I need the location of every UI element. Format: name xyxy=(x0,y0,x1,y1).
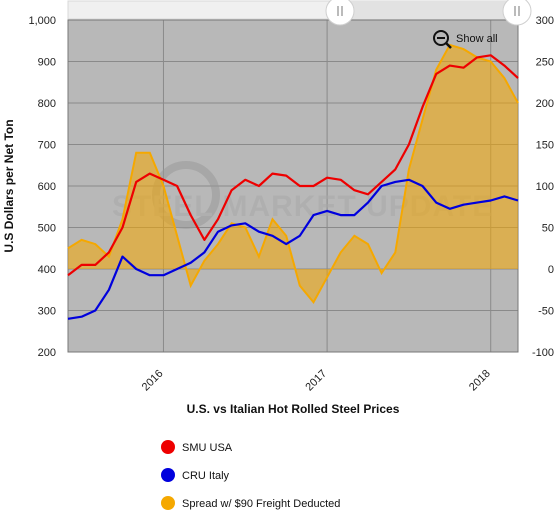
legend-label: CRU Italy xyxy=(182,470,230,482)
series-lines-layer xyxy=(67,54,519,320)
legend-item[interactable]: SMU USA xyxy=(161,440,233,454)
legend-marker xyxy=(161,496,175,510)
right-axis-ticks: 300 250 200 150 100 50 0 -50 -100 xyxy=(532,15,554,359)
y-left-tick-label: 300 xyxy=(38,306,56,318)
y-right-tick-label: 250 xyxy=(536,57,554,69)
show-all-button[interactable]: Show all xyxy=(433,30,498,49)
y-right-tick-label: 0 xyxy=(548,264,554,276)
left-axis-ticks: 1,000 900 800 700 600 500 400 300 200 xyxy=(28,15,56,359)
x-tick-label: 2016 xyxy=(140,368,166,394)
y-axis-title: U.S Dollars per Net Ton xyxy=(2,119,16,252)
y-right-tick-label: 100 xyxy=(536,181,554,193)
chart-title: U.S. vs Italian Hot Rolled Steel Prices xyxy=(187,402,400,416)
y-right-tick-label: -50 xyxy=(538,306,554,318)
zoom-out-icon xyxy=(433,30,452,49)
show-all-label[interactable]: Show all xyxy=(456,33,498,45)
legend-marker xyxy=(161,468,175,482)
y-left-tick-label: 700 xyxy=(38,140,56,152)
navigator-right-handle[interactable] xyxy=(502,0,532,26)
y-right-tick-label: 50 xyxy=(542,223,554,235)
y-left-tick-label: 600 xyxy=(38,181,56,193)
spread-area xyxy=(68,44,518,303)
y-left-tick-label: 500 xyxy=(38,223,56,235)
y-right-tick-label: -100 xyxy=(532,347,554,359)
series-line-1 xyxy=(67,178,519,320)
legend-item[interactable]: CRU Italy xyxy=(161,468,230,482)
series-line-0 xyxy=(67,54,519,277)
navigator-left-handle[interactable] xyxy=(325,0,355,26)
y-left-tick-label: 900 xyxy=(38,57,56,69)
range-navigator[interactable] xyxy=(67,0,519,20)
legend-label: SMU USA xyxy=(182,442,233,454)
x-tick-label: 2017 xyxy=(303,368,329,394)
legend-marker xyxy=(161,440,175,454)
spread-area-layer xyxy=(67,43,519,304)
y-left-tick-label: 200 xyxy=(38,347,56,359)
y-left-tick-label: 800 xyxy=(38,98,56,110)
y-left-tick-label: 400 xyxy=(38,264,56,276)
legend: SMU USA CRU Italy Spread w/ $90 Freight De… xyxy=(161,440,340,510)
x-tick-label: 2018 xyxy=(467,368,493,394)
spread-line xyxy=(67,43,519,304)
y-right-tick-label: 150 xyxy=(536,140,554,152)
y-left-tick-label: 1,000 xyxy=(28,15,56,27)
legend-item[interactable]: Spread w/ $90 Freight Deducted xyxy=(161,496,340,510)
x-axis-ticks: 2016 2017 2018 xyxy=(140,368,493,394)
y-right-tick-label: 200 xyxy=(536,98,554,110)
y-right-tick-label: 300 xyxy=(536,15,554,27)
legend-label: Spread w/ $90 Freight Deducted xyxy=(182,498,340,510)
navigator-selection[interactable] xyxy=(340,1,518,19)
